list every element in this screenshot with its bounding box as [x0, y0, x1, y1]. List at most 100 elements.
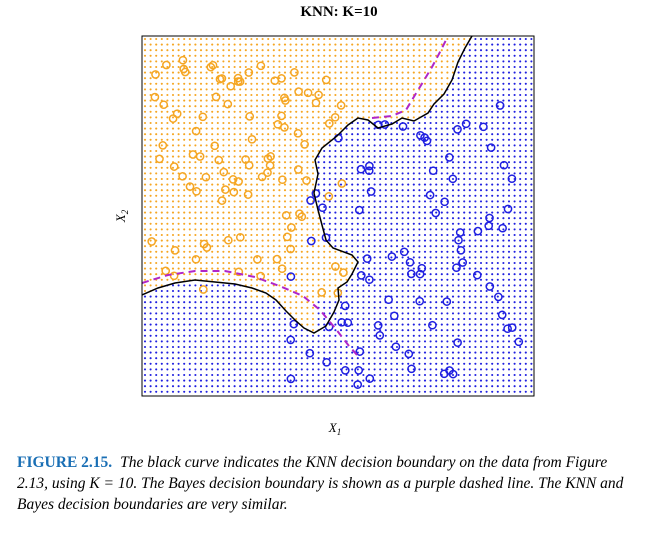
region-dot — [149, 177, 152, 181]
region-dot — [479, 323, 483, 326]
region-dot — [155, 217, 158, 220]
region-dot — [407, 200, 410, 203]
region-dot — [373, 205, 376, 209]
blue-point — [453, 338, 462, 347]
region-dot — [418, 60, 421, 63]
region-dot — [199, 301, 203, 304]
region-dot — [261, 373, 264, 377]
region-dot — [339, 217, 343, 220]
region-dot — [278, 71, 281, 74]
region-dot — [451, 373, 455, 377]
region-dot — [390, 172, 393, 175]
region-dot — [507, 127, 511, 130]
region-dot — [351, 99, 354, 102]
region-dot — [328, 357, 331, 360]
region-dot — [311, 183, 315, 186]
region-dot — [306, 54, 309, 57]
region-dot — [351, 317, 354, 321]
region-dot — [255, 105, 259, 108]
region-dot — [295, 189, 298, 192]
region-dot — [311, 228, 315, 231]
region-dot — [334, 54, 337, 57]
region-dot — [317, 273, 320, 276]
region-dot — [211, 177, 214, 181]
region-dot — [222, 345, 225, 349]
region-dot — [524, 345, 527, 349]
region-dot — [283, 37, 287, 41]
region-dot — [407, 284, 410, 287]
region-dot — [345, 177, 348, 181]
region-dot — [295, 261, 298, 265]
region-dot — [362, 205, 365, 209]
region-dot — [233, 116, 236, 119]
region-dot — [278, 77, 281, 80]
region-dot — [283, 373, 287, 377]
region-dot — [373, 245, 376, 248]
region-dot — [216, 368, 219, 371]
region-dot — [267, 205, 270, 209]
region-dot — [530, 278, 533, 281]
region-dot — [261, 149, 264, 153]
region-dot — [177, 245, 180, 248]
region-dot — [418, 357, 421, 360]
region-dot — [507, 222, 511, 225]
region-dot — [255, 177, 259, 181]
region-dot — [199, 205, 203, 209]
region-dot — [250, 362, 253, 365]
region-dot — [222, 189, 225, 192]
region-dot — [160, 284, 163, 287]
region-dot — [530, 71, 533, 74]
region-dot — [239, 149, 242, 153]
region-dot — [239, 245, 242, 248]
region-dot — [446, 49, 449, 52]
training-points — [147, 55, 524, 389]
region-dot — [261, 250, 264, 253]
region-dot — [373, 71, 376, 74]
region-dot — [379, 256, 382, 259]
region-dot — [423, 250, 427, 253]
region-dot — [227, 138, 231, 141]
region-dot — [272, 105, 275, 108]
region-dot — [491, 60, 494, 63]
region-dot — [496, 138, 499, 141]
region-dot — [362, 127, 365, 130]
region-dot — [261, 222, 264, 225]
region-dot — [524, 65, 527, 69]
region-dot — [524, 329, 527, 332]
region-dot — [418, 121, 421, 125]
region-dot — [306, 133, 309, 136]
region-dot — [278, 189, 281, 192]
region-dot — [261, 284, 264, 287]
region-dot — [423, 362, 427, 365]
region-dot — [233, 99, 236, 102]
region-dot — [227, 351, 231, 354]
region-dot — [373, 65, 376, 69]
region-dot — [239, 189, 242, 192]
region-dot — [446, 189, 449, 192]
region-dot — [379, 239, 382, 242]
region-dot — [289, 317, 292, 321]
region-dot — [440, 121, 443, 125]
region-dot — [289, 289, 292, 293]
region-dot — [513, 121, 516, 125]
region-dot — [149, 385, 152, 388]
region-dot — [171, 267, 175, 270]
region-dot — [345, 390, 348, 393]
region-dot — [507, 65, 511, 69]
region-dot — [183, 183, 186, 186]
region-dot — [171, 289, 175, 293]
region-dot — [412, 172, 415, 175]
region-dot — [401, 345, 404, 349]
region-dot — [177, 183, 180, 186]
region-dot — [451, 183, 455, 186]
region-dot — [295, 205, 298, 209]
region-dot — [171, 317, 175, 321]
region-dot — [401, 82, 404, 85]
region-dot — [306, 49, 309, 52]
region-dot — [166, 211, 169, 214]
region-dot — [502, 138, 505, 141]
region-dot — [524, 245, 527, 248]
region-dot — [379, 49, 382, 52]
region-dot — [440, 133, 443, 136]
region-dot — [530, 155, 533, 158]
